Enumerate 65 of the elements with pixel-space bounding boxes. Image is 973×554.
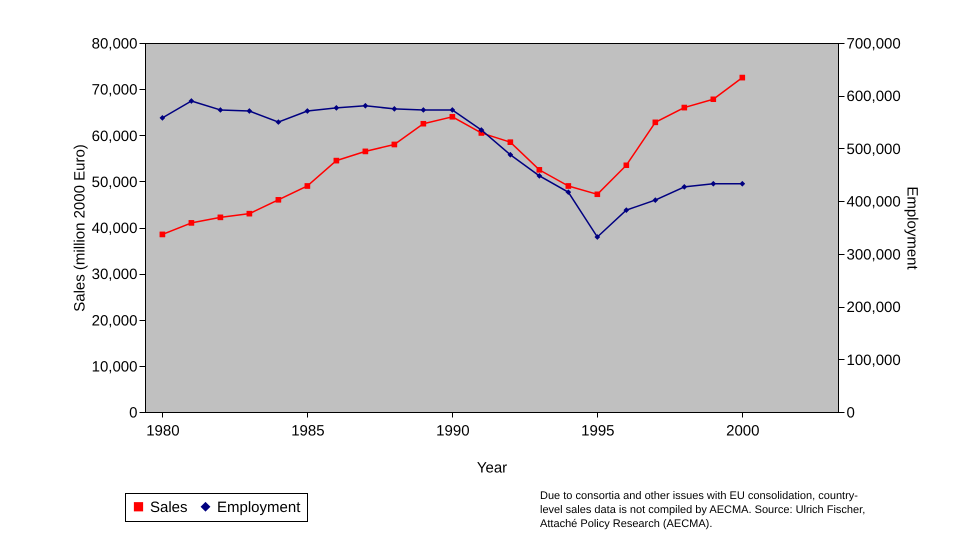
- y2-axis-title: Employment: [904, 186, 921, 271]
- point: [246, 108, 252, 114]
- y2-tick-label: 300,000: [846, 246, 901, 264]
- point: [160, 115, 166, 121]
- y-tick-label: 0: [129, 404, 138, 422]
- point: [304, 183, 310, 189]
- point: [682, 104, 688, 110]
- y2-tick-label: 200,000: [846, 299, 901, 316]
- point: [450, 114, 456, 120]
- point: [246, 210, 252, 216]
- point: [450, 107, 456, 113]
- point: [624, 207, 630, 213]
- point: [682, 184, 688, 190]
- x-axis-title: Year: [476, 460, 508, 476]
- y-tick-label: 10,000: [92, 358, 138, 376]
- point: [276, 119, 282, 125]
- legend-label: Employment: [217, 498, 302, 516]
- point: [160, 232, 166, 238]
- y2-tick-label: 400,000: [846, 194, 901, 211]
- point: [594, 234, 600, 240]
- y-tick-label: 80,000: [92, 36, 138, 52]
- point: [536, 167, 542, 173]
- x-tick-label: 1995: [581, 422, 615, 440]
- y2-tick-label: 500,000: [846, 140, 901, 158]
- x-tick-label: 1985: [291, 422, 325, 440]
- y-tick-label: 20,000: [92, 312, 138, 330]
- point: [334, 158, 340, 164]
- y2-tick-label: 700,000: [846, 36, 901, 52]
- point: [392, 106, 398, 112]
- point: [624, 162, 630, 168]
- point: [362, 148, 368, 154]
- point: [710, 96, 716, 102]
- y2-tick-label: 0: [846, 404, 855, 422]
- y-tick-label: 50,000: [92, 174, 138, 191]
- point: [594, 192, 600, 198]
- point: [536, 173, 542, 179]
- x-tick-label: 2000: [726, 422, 760, 440]
- y-tick-label: 70,000: [92, 82, 138, 99]
- point: [566, 183, 572, 189]
- text: Due to consortia and other issues with EU consolidation, country-level sales data is not compiled by AECMA. Source: Ulrich Fischer, Attaché Policy Research (AECMA).: [540, 490, 866, 530]
- y-tick-label: 60,000: [92, 128, 138, 145]
- point: [188, 220, 194, 226]
- x-tick-label: 1980: [146, 422, 180, 440]
- point: [392, 142, 398, 148]
- point: [218, 214, 224, 220]
- point: [740, 74, 746, 80]
- point: [362, 102, 368, 108]
- point: [508, 139, 514, 145]
- y2-tick-label: 100,000: [846, 352, 901, 369]
- point: [276, 197, 282, 203]
- point: [740, 181, 746, 186]
- point: [304, 108, 310, 114]
- point: [478, 127, 484, 133]
- point: [652, 120, 658, 126]
- point: [188, 98, 194, 104]
- point: [566, 189, 572, 195]
- y2-tick-label: 600,000: [846, 88, 901, 106]
- x-tick-label: 1990: [436, 422, 470, 440]
- y-tick-label: 30,000: [92, 266, 138, 284]
- point: [420, 120, 426, 126]
- point: [652, 197, 658, 203]
- y-axis-title: Sales (million 2000 Euro): [72, 144, 89, 312]
- y-tick-label: 40,000: [92, 220, 138, 237]
- legend-label: Sales: [150, 498, 188, 516]
- point: [508, 152, 514, 158]
